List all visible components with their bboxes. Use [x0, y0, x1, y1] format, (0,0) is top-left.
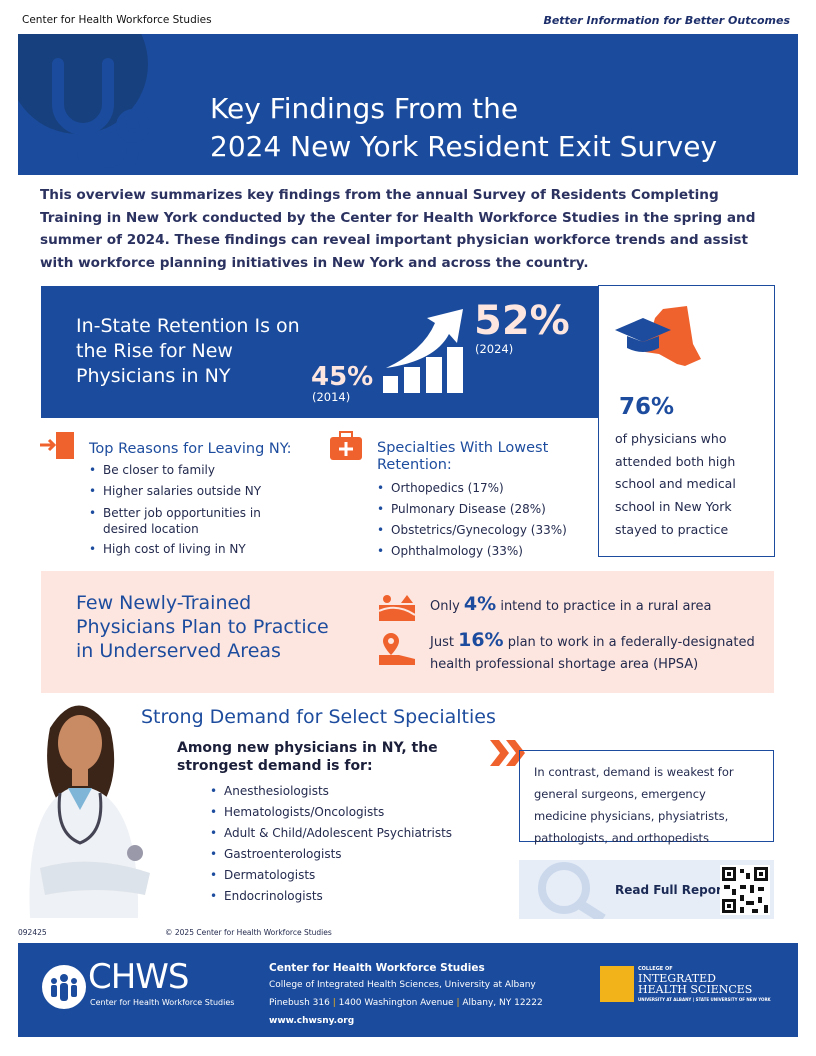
list-item: Be closer to family — [89, 460, 289, 481]
ny-state-graduation-cap-icon — [615, 306, 701, 366]
rising-bar-chart-icon — [383, 309, 463, 393]
list-item: Pulmonary Disease (28%) — [377, 499, 587, 520]
double-chevron-icon — [490, 740, 525, 766]
partner-line2: HEALTH SCIENCES — [638, 983, 753, 996]
lowest-heading: Specialties With Lowest Retention: — [377, 440, 549, 473]
retention-title: In-State Retention Is on the Rise for Ne… — [76, 315, 300, 387]
document-code: 092425 — [18, 928, 47, 937]
chws-logo-text: CHWS — [88, 957, 190, 997]
header-tagline: Better Information for Better Outcomes — [543, 14, 790, 27]
read-full-report-button[interactable]: Read Full Report — [519, 860, 774, 919]
title-line-1: Key Findings From the — [210, 92, 519, 125]
read-full-report-label: Read Full Report — [615, 883, 728, 897]
magnifier-chart-icon — [538, 862, 606, 919]
weak-demand-box: In contrast, demand is weakest for gener… — [519, 750, 774, 845]
rural-pre: Only — [430, 599, 460, 614]
footer-website-link[interactable]: www.chwsny.org — [269, 1016, 355, 1026]
rural-farm-icon — [379, 595, 415, 621]
list-item: Orthopedics (17%) — [377, 478, 587, 499]
title-line-2: 2024 New York Resident Exit Survey — [210, 130, 718, 163]
qr-code-icon[interactable] — [720, 865, 770, 915]
list-item: Better job opportunities in desired loca… — [89, 505, 289, 537]
hpsa-value: 16% — [458, 629, 504, 651]
underserved-panel: Few Newly-Trained Physicians Plan to Pra… — [41, 571, 774, 693]
ualbany-minerva-logo-icon — [600, 966, 634, 1002]
list-item: Higher salaries outside NY — [89, 481, 289, 502]
chws-logo-icon — [42, 965, 86, 1009]
list-item: Endocrinologists — [210, 886, 490, 907]
list-item: Ophthalmology (33%) — [377, 541, 587, 562]
map-pin-icon — [379, 633, 415, 665]
underserved-title: Few Newly-Trained Physicians Plan to Pra… — [76, 592, 329, 662]
retention-2014-year: (2014) — [312, 390, 351, 404]
list-item: Hematologists/Oncologists — [210, 802, 490, 823]
copyright: © 2025 Center for Health Workforce Studi… — [165, 928, 332, 937]
footer-org-name: Center for Health Workforce Studies — [269, 962, 485, 974]
list-item: Dermatologists — [210, 865, 490, 886]
retention-2024-value: 52% — [474, 298, 570, 344]
list-item: Gastroenterologists — [210, 844, 490, 865]
footer: CHWS Center for Health Workforce Studies… — [18, 943, 798, 1037]
list-item: High cost of living in NY — [89, 539, 289, 560]
rural-stat: Only 4% intend to practice in a rural ar… — [430, 593, 712, 618]
medical-kit-icon — [330, 431, 362, 460]
retention-2014-value: 45% — [311, 362, 374, 392]
rural-value: 4% — [463, 593, 497, 615]
partner-line1: INTEGRATED — [638, 972, 716, 985]
page-title: Key Findings From the 2024 New York Resi… — [210, 90, 717, 166]
partner-name: INTEGRATED HEALTH SCIENCES — [638, 973, 752, 995]
list-item: Adult & Child/Adolescent Psychiatrists — [210, 823, 490, 844]
intro-paragraph: This overview summarizes key findings fr… — [40, 187, 756, 271]
ny-retention-value: 76% — [619, 394, 675, 420]
hpsa-post: plan to work in a federally-designated h… — [430, 635, 755, 672]
stethoscope-icon — [18, 34, 150, 175]
ny-retention-text: of physicians who attended both high sch… — [615, 431, 736, 537]
list-item: Obstetrics/Gynecology (33%) — [377, 520, 587, 541]
hpsa-pre: Just — [430, 635, 454, 650]
lowest-list: Orthopedics (17%) Pulmonary Disease (28%… — [377, 478, 587, 562]
footer-address: Pinebush 316 | 1400 Washington Avenue | … — [269, 998, 543, 1008]
retention-panel: In-State Retention Is on the Rise for Ne… — [41, 286, 599, 418]
title-banner: Key Findings From the 2024 New York Resi… — [18, 34, 798, 175]
address-city: Albany, NY 12222 — [462, 998, 543, 1008]
ny-education-box: 76% of physicians who attended both high… — [598, 285, 775, 557]
leaving-heading: Top Reasons for Leaving NY: — [89, 441, 292, 457]
partner-small: COLLEGE OF — [638, 966, 673, 972]
rural-post: intend to practice in a rural area — [500, 599, 712, 614]
header-org: Center for Health Workforce Studies — [22, 14, 212, 26]
hpsa-stat: Just 16% plan to work in a federally-des… — [430, 629, 760, 676]
demand-list: Anesthesiologists Hematologists/Oncologi… — [210, 781, 490, 907]
address-street: 1400 Washington Avenue — [338, 998, 454, 1008]
demand-intro: Among new physicians in NY, the stronges… — [177, 740, 438, 774]
exit-door-icon — [40, 432, 74, 459]
address-room: Pinebush 316 — [269, 998, 330, 1008]
leaving-list: Be closer to family Higher salaries outs… — [89, 460, 289, 560]
footer-college: College of Integrated Health Sciences, U… — [269, 980, 536, 990]
chws-logo-subtitle: Center for Health Workforce Studies — [90, 998, 235, 1007]
doctor-illustration — [29, 705, 150, 918]
demand-title: Strong Demand for Select Specialties — [141, 706, 496, 728]
list-item: Anesthesiologists — [210, 781, 490, 802]
retention-2024-year: (2024) — [475, 342, 514, 356]
partner-subtitle: UNIVERSITY AT ALBANY | STATE UNIVERSITY … — [638, 997, 771, 1002]
